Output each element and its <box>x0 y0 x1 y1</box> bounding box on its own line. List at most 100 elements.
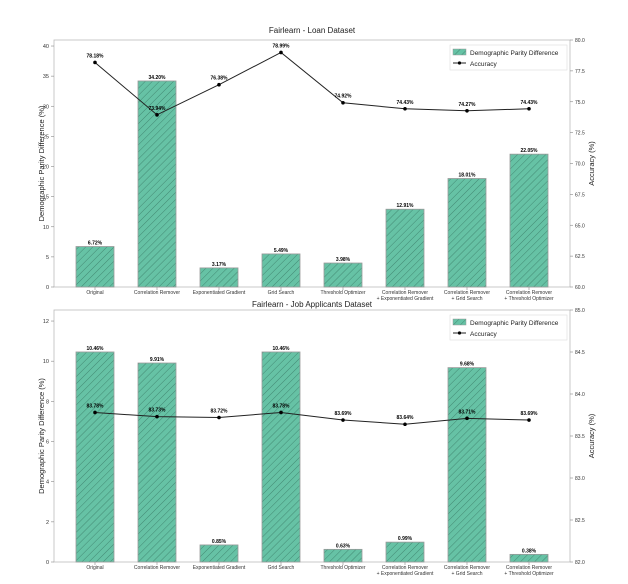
legend-box <box>449 44 568 71</box>
accuracy-label: 74.43% <box>521 100 539 106</box>
chart-1: Fairlearn - Loan Dataset 0 5 10 15 20 25 30 35 40… <box>37 26 596 302</box>
accuracy-label: 83.69% <box>521 411 539 417</box>
bar-label: 10.46% <box>87 346 105 352</box>
accuracy-point <box>527 106 531 111</box>
bar <box>137 362 177 563</box>
y-tick-label: 15 <box>43 195 49 201</box>
y2-tick-label: 65.0 <box>575 223 585 229</box>
y2-tick-label: 85.0 <box>575 308 585 314</box>
accuracy-label: 73.94% <box>149 106 167 112</box>
y2-tick-label: 62.5 <box>575 254 585 260</box>
legend-bar-swatch <box>452 318 467 326</box>
accuracy-label: 74.27% <box>459 102 477 108</box>
x-tick-label: Grid Search <box>268 290 295 296</box>
accuracy-point <box>217 415 221 420</box>
y2-tick-label: 75.0 <box>575 100 585 106</box>
legend-box <box>449 314 568 341</box>
accuracy-label: 83.73% <box>149 408 167 414</box>
bar <box>75 246 115 288</box>
bar <box>199 544 239 563</box>
accuracy-point <box>93 60 97 65</box>
accuracy-label: 74.92% <box>335 94 353 100</box>
accuracy-label: 83.71% <box>459 409 477 415</box>
x-tick-label: Threshold Optimizer <box>320 290 365 296</box>
accuracy-point <box>279 410 283 415</box>
y-tick-label: 20 <box>43 165 49 171</box>
x-tick-label: + Grid Search <box>452 296 483 302</box>
x-tick-label: + Threshold Optimizer <box>504 296 554 302</box>
y2-tick-label: 70.0 <box>575 162 585 168</box>
accuracy-label: 83.69% <box>335 411 353 417</box>
y-tick-label: 10 <box>43 225 49 231</box>
bar <box>323 548 363 563</box>
y2-tick-label: 82.0 <box>575 560 585 566</box>
accuracy-point <box>465 108 469 113</box>
bar-label: 3.17% <box>212 262 227 268</box>
y-tick-label: 0 <box>46 560 49 566</box>
y2-tick-label: 82.5 <box>575 518 585 524</box>
x-tick-label: + Grid Search <box>452 571 483 577</box>
chart-title: Fairlearn - Job Applicants Dataset <box>252 300 373 309</box>
accuracy-label: 76.38% <box>211 76 229 82</box>
accuracy-point <box>465 416 469 421</box>
accuracy-point <box>527 418 531 422</box>
y-tick-label: 0 <box>46 285 49 291</box>
y2-tick-label: 67.5 <box>575 192 585 198</box>
y-tick-label: 4 <box>46 480 49 486</box>
y2-tick-label: 72.5 <box>575 131 585 137</box>
x-tick-label: Threshold Optimizer <box>320 565 365 571</box>
y2-tick-label: 60.0 <box>575 285 585 291</box>
bar-label: 0.38% <box>522 548 537 554</box>
bar <box>509 553 549 563</box>
y2-axis-label: Accuracy (%) <box>587 413 596 458</box>
bar <box>385 541 425 563</box>
bar-label: 0.85% <box>212 539 227 545</box>
x-tick-label: Exponentiated Gradient <box>193 565 246 571</box>
accuracy-label: 78.18% <box>87 53 105 59</box>
accuracy-label: 74.43% <box>397 100 415 106</box>
bar <box>261 351 301 563</box>
y-tick-label: 25 <box>43 134 49 140</box>
x-tick-label: Correlation Remover <box>134 565 180 571</box>
accuracy-point <box>155 113 159 117</box>
bar-label: 10.46% <box>273 346 291 352</box>
y2-tick-label: 84.0 <box>575 392 585 398</box>
y-tick-label: 35 <box>43 74 49 80</box>
accuracy-point <box>341 100 345 105</box>
accuracy-point <box>403 422 407 427</box>
accuracy-line <box>94 51 530 116</box>
bar-label: 5.49% <box>274 248 289 254</box>
chart-title: Fairlearn - Loan Dataset <box>269 26 356 35</box>
x-tick-label: Correlation Remover <box>382 565 428 571</box>
x-tick-label: Correlation Remover <box>506 290 552 296</box>
x-tick-label: Correlation Remover <box>444 290 490 296</box>
bar-label: 12.91% <box>397 203 415 209</box>
accuracy-line <box>94 411 530 425</box>
accuracy-point <box>341 418 345 422</box>
bar <box>385 208 425 288</box>
x-tick-label: Grid Search <box>268 565 295 571</box>
accuracy-point <box>155 414 159 419</box>
y2-tick-label: 77.5 <box>575 69 585 75</box>
y2-axis-label: Accuracy (%) <box>587 141 596 186</box>
legend-bar-swatch <box>452 48 467 56</box>
accuracy-label: 83.72% <box>211 409 229 415</box>
x-tick-label: Correlation Remover <box>134 290 180 296</box>
bar-label: 22.05% <box>521 148 539 154</box>
x-tick-label: Correlation Remover <box>382 290 428 296</box>
y-axis-label: Demographic Parity Difference (%) <box>37 105 46 221</box>
y2-tick-label: 80.0 <box>575 38 585 44</box>
legend-marker <box>457 61 462 65</box>
y-tick-label: 30 <box>43 104 49 110</box>
bar-label: 0.99% <box>398 536 413 542</box>
accuracy-label: 83.78% <box>273 403 291 409</box>
bar-label: 9.91% <box>150 357 165 363</box>
legend-label: Accuracy <box>470 61 497 68</box>
y-tick-label: 40 <box>43 44 49 50</box>
bar-label: 6.72% <box>88 241 103 247</box>
x-tick-label: Correlation Remover <box>444 565 490 571</box>
bar <box>447 367 487 563</box>
legend: Demographic Parity Difference Accuracy <box>449 44 568 71</box>
legend-label: Demographic Parity Difference <box>470 320 559 327</box>
bar <box>261 253 301 288</box>
